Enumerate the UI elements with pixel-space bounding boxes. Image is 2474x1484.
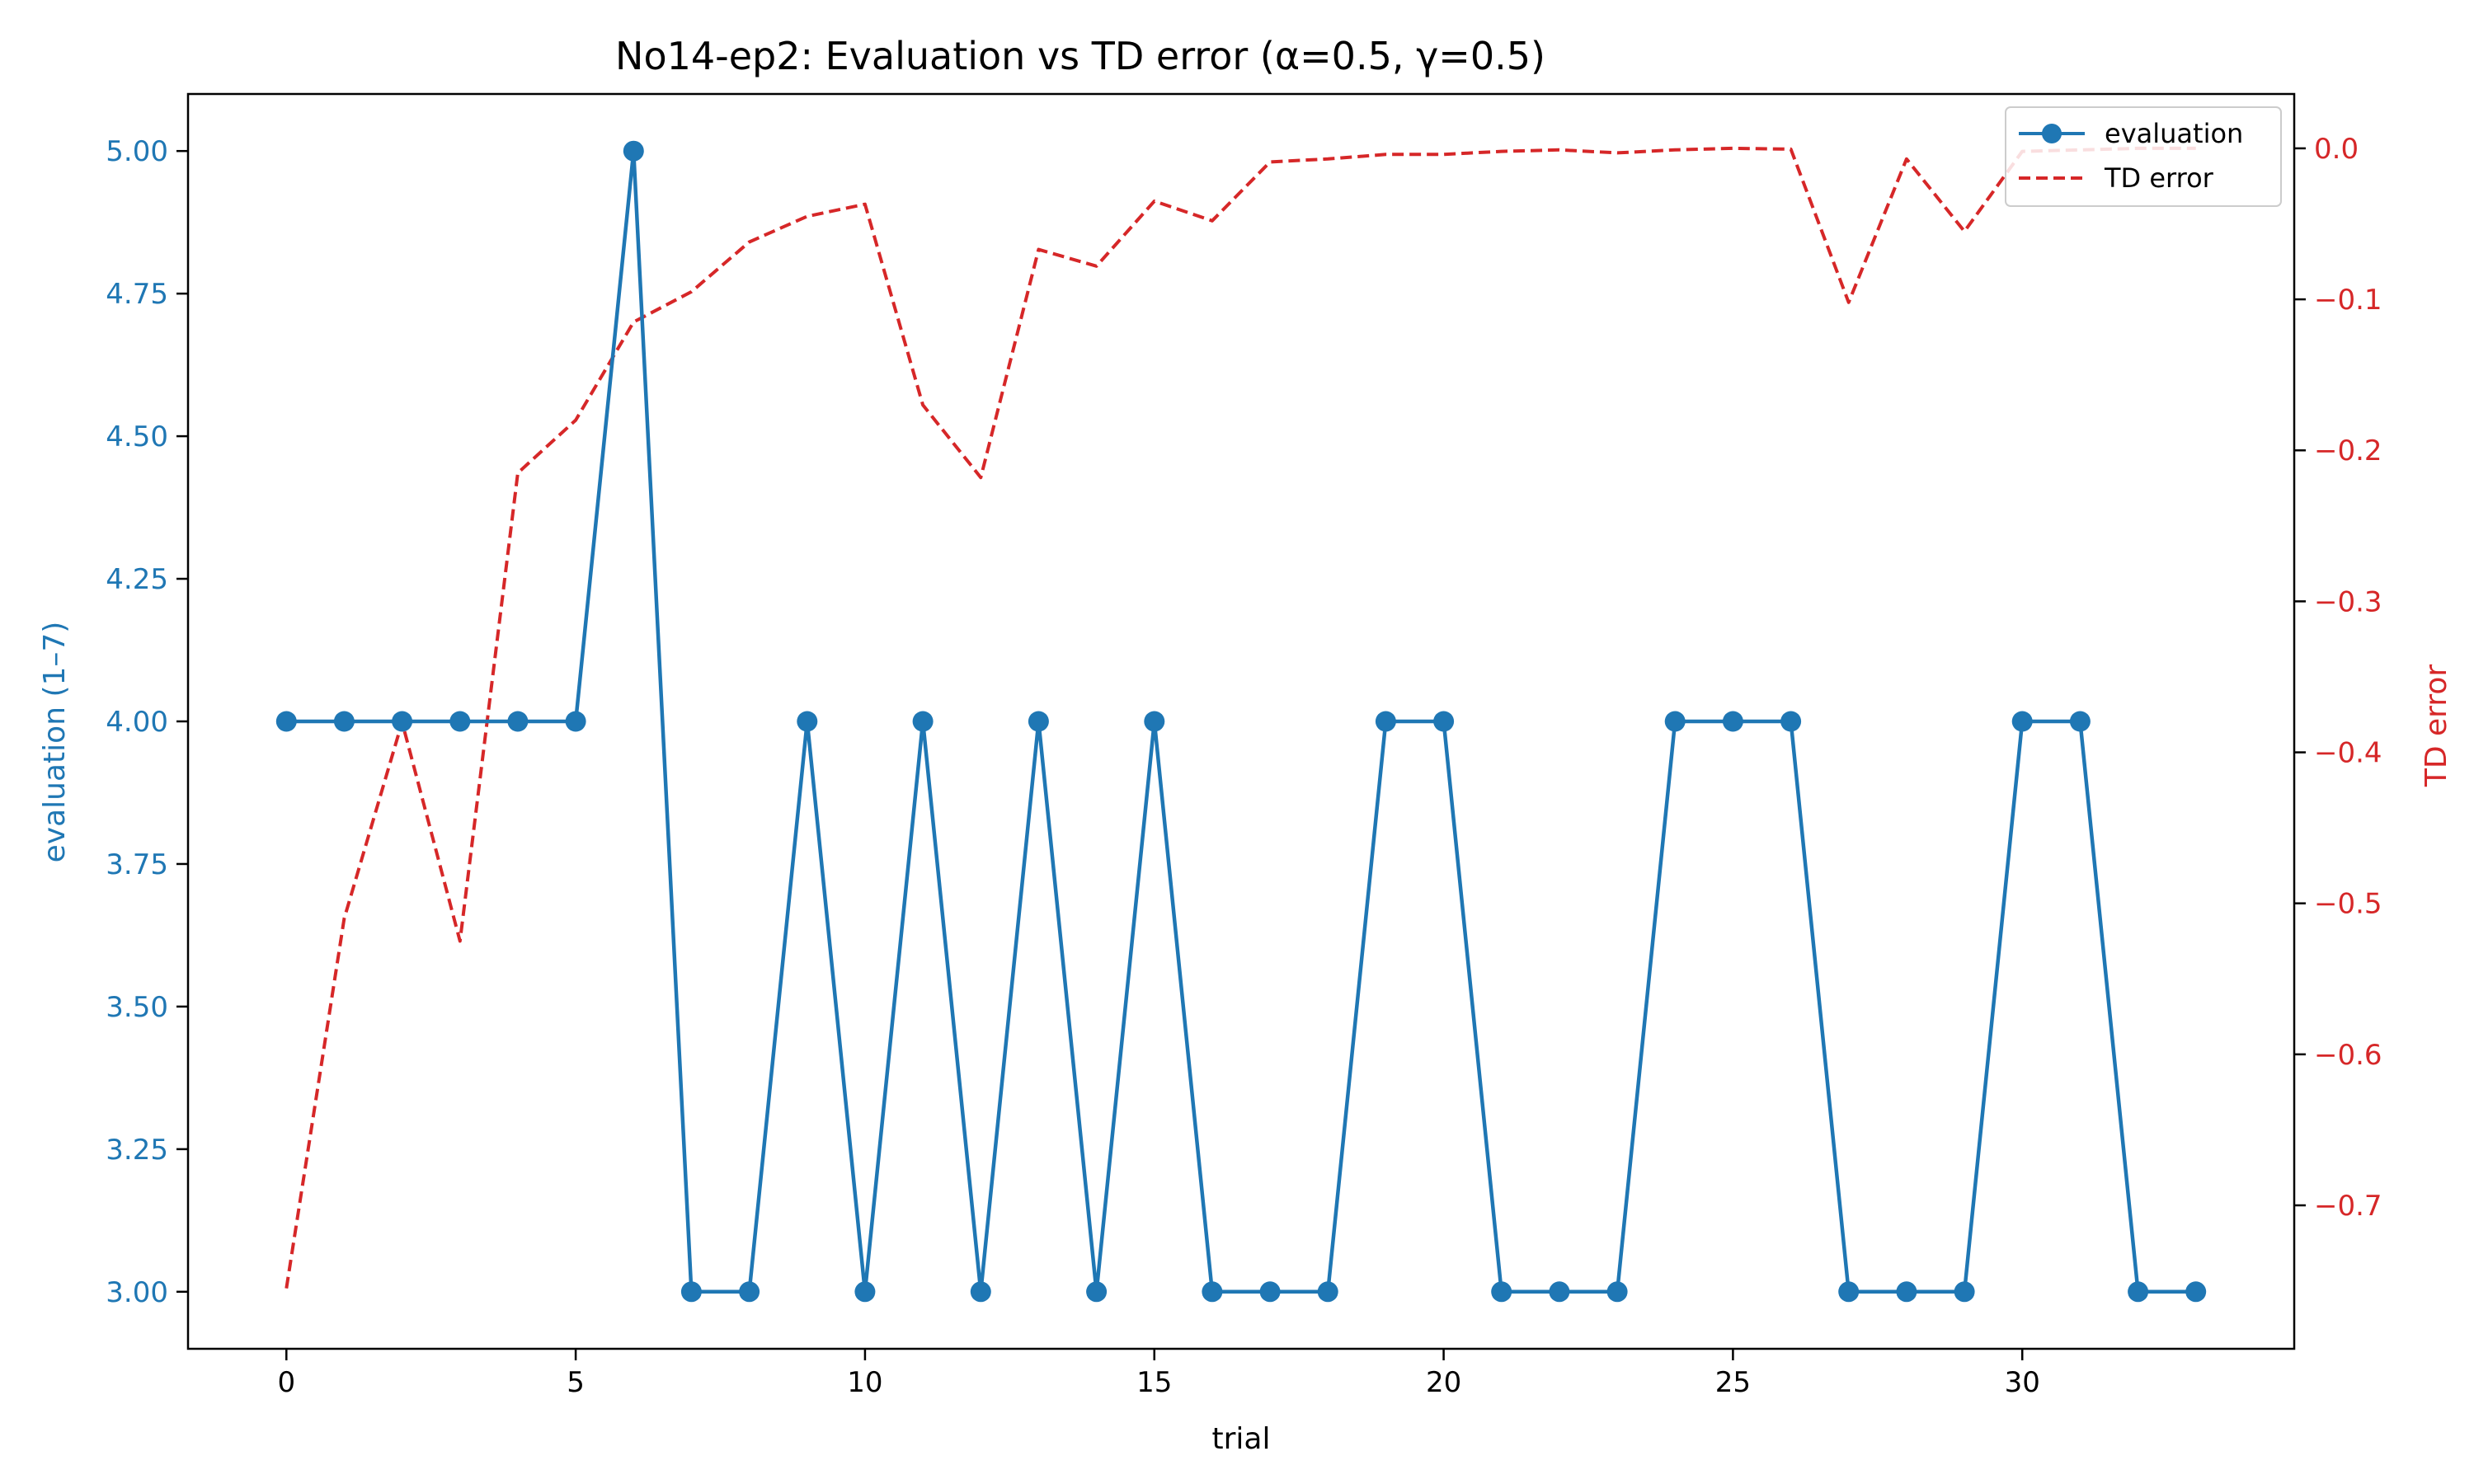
evaluation-point xyxy=(2011,711,2033,732)
y-left-tick-label: 3.75 xyxy=(106,848,168,881)
evaluation-point xyxy=(1838,1281,1860,1303)
evaluation-point xyxy=(1664,711,1686,732)
evaluation-point xyxy=(2128,1281,2149,1303)
x-tick-label: 20 xyxy=(1426,1366,1461,1399)
y-right-tick-label: −0.4 xyxy=(2314,737,2382,770)
legend-evaluation-marker xyxy=(2042,124,2062,143)
x-axis-label: trial xyxy=(1212,1422,1271,1456)
y-left-tick-label: 4.25 xyxy=(106,563,168,596)
evaluation-point xyxy=(449,711,471,732)
evaluation-point xyxy=(1606,1281,1628,1303)
evaluation-point xyxy=(797,711,818,732)
evaluation-point xyxy=(970,1281,991,1303)
y-left-tick-label: 4.00 xyxy=(106,706,168,739)
x-tick-label: 15 xyxy=(1136,1366,1172,1399)
evaluation-point xyxy=(1491,1281,1512,1303)
chart-title: No14-ep2: Evaluation vs TD error (α=0.5,… xyxy=(615,34,1545,78)
evaluation-point xyxy=(1549,1281,1570,1303)
evaluation-point xyxy=(507,711,529,732)
series-layer xyxy=(275,140,2207,1303)
x-tick-label: 5 xyxy=(567,1366,585,1399)
y-right-tick-label: −0.6 xyxy=(2314,1039,2382,1072)
evaluation-point xyxy=(1317,1281,1338,1303)
evaluation-point xyxy=(854,1281,876,1303)
evaluation-point xyxy=(680,1281,702,1303)
y-left-tick-label: 3.50 xyxy=(106,991,168,1024)
y-left-tick-label: 3.00 xyxy=(106,1276,168,1309)
axes-layer: 0 5 10 15 20 25 30 3.00 3.25 3.50 3.75 4.00 4.25 4.50… xyxy=(106,92,2382,1399)
evaluation-point xyxy=(2185,1281,2207,1303)
evaluation-point xyxy=(1954,1281,1975,1303)
legend-td-error-label: TD error xyxy=(2104,162,2214,194)
evaluation-point xyxy=(1259,1281,1281,1303)
y-left-tick-label: 3.25 xyxy=(106,1134,168,1167)
evaluation-point xyxy=(275,711,297,732)
evaluation-point xyxy=(1144,711,1165,732)
y-right-tick-label: 0.0 xyxy=(2314,133,2359,166)
y-left-tick-label: 4.50 xyxy=(106,420,168,453)
evaluation-point xyxy=(1780,711,1802,732)
x-tick-label: 0 xyxy=(277,1366,295,1399)
evaluation-point xyxy=(392,711,413,732)
evaluation-point xyxy=(1722,711,1743,732)
legend: evaluation TD error xyxy=(2005,106,2282,207)
x-tick-label: 30 xyxy=(2005,1366,2040,1399)
evaluation-point xyxy=(912,711,934,732)
evaluation-point xyxy=(1375,711,1396,732)
evaluation-point xyxy=(333,711,355,732)
y-right-tick-label: −0.2 xyxy=(2314,434,2382,467)
evaluation-point xyxy=(565,711,586,732)
evaluation-point xyxy=(739,1281,760,1303)
y-right-tick-label: −0.7 xyxy=(2314,1190,2382,1223)
x-tick-label: 10 xyxy=(847,1366,882,1399)
y-left-tick-label: 4.75 xyxy=(106,278,168,311)
legend-evaluation-label: evaluation xyxy=(2105,118,2243,149)
evaluation-point xyxy=(1086,1281,1108,1303)
y-right-tick-label: −0.1 xyxy=(2314,284,2382,317)
y-right-tick-label: −0.5 xyxy=(2314,888,2382,921)
td-error-line xyxy=(285,146,2196,1289)
x-tick-label: 25 xyxy=(1715,1366,1751,1399)
y-left-tick-label: 5.00 xyxy=(106,135,168,168)
y-right-axis-label: TD error xyxy=(2420,665,2453,788)
evaluation-line xyxy=(286,148,2196,1294)
evaluation-point xyxy=(1896,1281,1917,1303)
y-left-axis-label: evaluation (1–7) xyxy=(38,622,72,863)
evaluation-point xyxy=(2069,711,2091,732)
evaluation-point xyxy=(1202,1281,1223,1303)
evaluation-point xyxy=(623,140,644,162)
evaluation-point xyxy=(1433,711,1455,732)
evaluation-point xyxy=(1028,711,1049,732)
y-right-tick-label: −0.3 xyxy=(2314,585,2382,618)
